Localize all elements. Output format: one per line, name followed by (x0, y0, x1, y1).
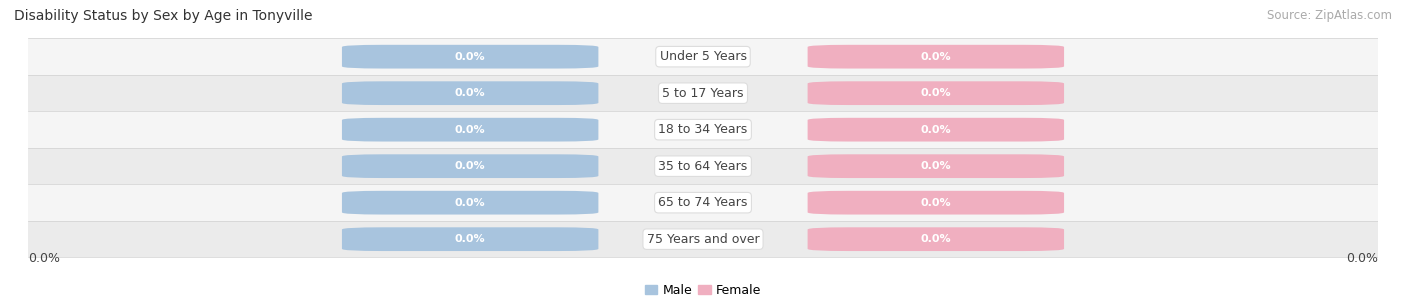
Text: 0.0%: 0.0% (921, 88, 950, 98)
Bar (28, 38, 1378, 75)
Text: 0.0%: 0.0% (456, 88, 485, 98)
FancyBboxPatch shape (342, 118, 599, 142)
Bar (28, 185, 1378, 221)
Text: 0.0%: 0.0% (921, 161, 950, 171)
Bar (28, 75, 1378, 111)
Text: 0.0%: 0.0% (1346, 252, 1378, 265)
Text: 35 to 64 Years: 35 to 64 Years (658, 160, 748, 173)
Text: 5 to 17 Years: 5 to 17 Years (662, 87, 744, 100)
FancyBboxPatch shape (342, 227, 599, 251)
Text: 0.0%: 0.0% (921, 125, 950, 135)
FancyBboxPatch shape (342, 154, 599, 178)
Text: 0.0%: 0.0% (921, 198, 950, 208)
Text: Disability Status by Sex by Age in Tonyville: Disability Status by Sex by Age in Tonyv… (14, 9, 312, 23)
Bar (28, 111, 1378, 148)
Text: Source: ZipAtlas.com: Source: ZipAtlas.com (1267, 9, 1392, 22)
Text: 0.0%: 0.0% (456, 198, 485, 208)
FancyBboxPatch shape (807, 81, 1064, 105)
FancyBboxPatch shape (342, 45, 599, 69)
Text: Under 5 Years: Under 5 Years (659, 50, 747, 63)
FancyBboxPatch shape (807, 227, 1064, 251)
Text: 0.0%: 0.0% (921, 234, 950, 244)
Text: 0.0%: 0.0% (456, 161, 485, 171)
Text: 0.0%: 0.0% (456, 125, 485, 135)
Text: 0.0%: 0.0% (456, 234, 485, 244)
Text: 18 to 34 Years: 18 to 34 Years (658, 123, 748, 136)
FancyBboxPatch shape (807, 191, 1064, 214)
Text: 0.0%: 0.0% (28, 252, 60, 265)
Text: 75 Years and over: 75 Years and over (647, 233, 759, 246)
FancyBboxPatch shape (807, 154, 1064, 178)
Legend: Male, Female: Male, Female (640, 279, 766, 302)
Text: 0.0%: 0.0% (921, 52, 950, 62)
FancyBboxPatch shape (342, 191, 599, 214)
FancyBboxPatch shape (807, 45, 1064, 69)
FancyBboxPatch shape (807, 118, 1064, 142)
Bar (28, 221, 1378, 257)
Text: 0.0%: 0.0% (456, 52, 485, 62)
FancyBboxPatch shape (342, 81, 599, 105)
Text: 65 to 74 Years: 65 to 74 Years (658, 196, 748, 209)
Bar (28, 148, 1378, 185)
